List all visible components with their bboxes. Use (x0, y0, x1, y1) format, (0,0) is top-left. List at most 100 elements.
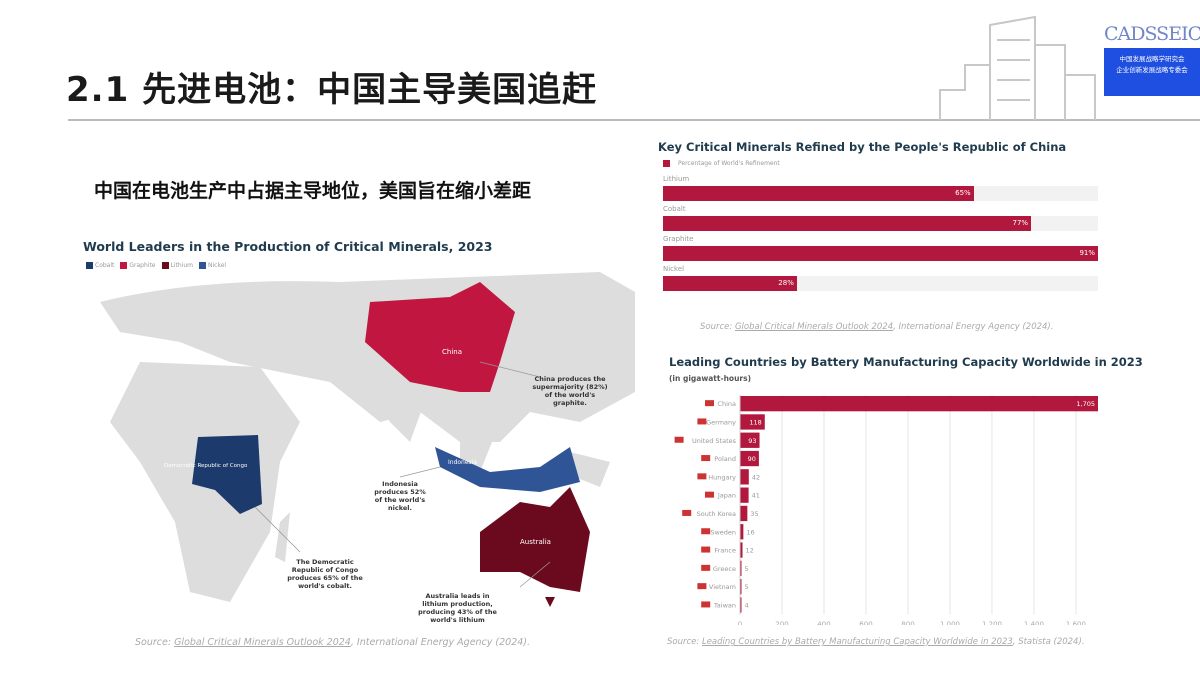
source-link[interactable]: Global Critical Minerals Outlook 2024 (734, 322, 894, 332)
data-label: 41 (752, 492, 760, 500)
x-tick-label: 1,000 (940, 621, 960, 625)
map-legend: Cobalt Graphite Lithium Nickel (86, 262, 226, 269)
x-tick-label: 200 (775, 621, 788, 625)
x-tick-label: 600 (859, 621, 872, 625)
category-label: United States (692, 437, 737, 445)
bar-poland (740, 450, 759, 467)
flag-icon (705, 491, 714, 498)
category-label: Japan (717, 492, 736, 500)
source-suffix: , International Energy Agency (2024). (893, 322, 1054, 332)
legend-item-cobalt: Cobalt (86, 262, 114, 269)
map-label-indonesia: Indonesia (448, 459, 477, 466)
category-label: Greece (713, 565, 736, 573)
legend-label: Percentage of World's Refinement (678, 160, 780, 167)
legend-label: Graphite (129, 262, 156, 269)
annotation-drc: The Democratic Republic of Congo produce… (287, 558, 363, 590)
slide-subtitle: 中国在电池生产中占据主导地位，美国旨在缩小差距 (94, 180, 532, 202)
data-label: 12 (746, 547, 754, 555)
bar: 91% (663, 246, 1098, 261)
source-link[interactable]: Global Critical Minerals Outlook 2024 (174, 637, 351, 648)
legend-label: Nickel (207, 262, 227, 269)
category-label: France (714, 547, 736, 555)
category-label: Graphite (663, 235, 694, 243)
legend-swatch (120, 262, 128, 269)
map-region-indonesia (435, 447, 580, 492)
page-title: 2.1 先进电池：中国主导美国追赶 (66, 70, 598, 110)
land-india-sea (370, 382, 500, 472)
bar-track: 65% (663, 186, 1098, 201)
bar-track: 91% (663, 246, 1098, 261)
data-label: 77% (1012, 219, 1029, 227)
legend-swatch (86, 262, 93, 269)
x-tick-label: 800 (901, 621, 914, 625)
legend-label: Lithium (170, 262, 193, 269)
category-label: Taiwan (713, 601, 736, 609)
data-label: 5 (745, 583, 749, 591)
bar: 28% (663, 276, 797, 291)
logo-brand: CADSSEIC (1104, 23, 1200, 45)
map-label-australia: Australia (520, 538, 551, 546)
x-tick-label: 1,400 (1024, 621, 1044, 625)
source-link[interactable]: Leading Countries by Battery Manufacturi… (701, 637, 1013, 647)
legend-swatch (161, 262, 169, 269)
category-label: Lithium (663, 175, 690, 183)
logo-sub-1: 中国发展战略学研究会 (1119, 55, 1185, 63)
source-prefix: Source: (700, 322, 735, 332)
map-title: World Leaders in the Production of Criti… (83, 239, 493, 254)
chart2-subtitle: (in gigawatt-hours) (669, 374, 752, 383)
data-label: 90 (748, 455, 756, 463)
bar-sweden (740, 524, 744, 540)
bar-vietnam (740, 579, 742, 595)
building-outline-decoration (939, 15, 1096, 120)
map-label-china: China (442, 348, 462, 356)
source-prefix: Source: (135, 637, 175, 648)
chart1-title: Key Critical Minerals Refined by the Peo… (658, 140, 1067, 154)
source-prefix: Source: (667, 637, 702, 647)
legend-item-graphite: Graphite (120, 262, 156, 269)
flag-icon (701, 564, 711, 571)
data-label: 65% (955, 189, 971, 197)
category-label: South Korea (697, 510, 736, 518)
legend-swatch (198, 262, 206, 269)
bar-track: 28% (663, 276, 1098, 291)
land-papua (570, 452, 610, 487)
source-suffix: , Statista (2024). (1012, 637, 1085, 647)
data-label: 5 (745, 565, 749, 573)
bar: 77% (663, 216, 1032, 231)
bar-greece (740, 560, 742, 576)
flag-icon (674, 436, 684, 443)
flag-icon (682, 509, 692, 516)
bar-china (740, 396, 1098, 412)
map-region-australia (480, 487, 590, 607)
data-label: 35 (750, 510, 758, 518)
flag-icon (705, 400, 714, 407)
logo-sub-2: 企业创新发展战略专委会 (1116, 66, 1188, 74)
flag-icon (701, 546, 711, 553)
map-source: Source: Global Critical Minerals Outlook… (135, 637, 530, 648)
flag-icon (697, 418, 707, 425)
data-label: 1,705 (1076, 400, 1095, 408)
category-label: Nickel (663, 265, 685, 273)
chart1-row: Lithium 65% (663, 172, 1098, 201)
flag-icon (697, 583, 707, 590)
chart2-title: Leading Countries by Battery Manufacturi… (669, 355, 1143, 369)
category-label: Vietnam (709, 583, 736, 591)
chart1-row: Cobalt 77% (663, 202, 1098, 231)
category-label: Poland (714, 455, 736, 463)
bar-south-korea (740, 505, 748, 522)
category-label: China (717, 400, 736, 408)
chart1-row: Graphite 91% (663, 232, 1098, 261)
data-label: 118 (749, 418, 761, 426)
annotation-china: China produces the supermajority (82%) o… (532, 375, 608, 407)
source-suffix: , International Energy Agency (2024). (350, 637, 531, 648)
data-label: 16 (746, 528, 754, 536)
title-divider (68, 119, 1200, 121)
map-region-drc (192, 435, 262, 514)
chart1-legend: Percentage of World's Refinement (663, 160, 780, 167)
flag-icon (701, 455, 711, 462)
flag-icon (697, 473, 707, 480)
flag-icon (701, 601, 711, 608)
category-label: Cobalt (663, 205, 686, 213)
x-tick-label: 400 (817, 621, 830, 625)
data-label: 42 (752, 473, 760, 481)
